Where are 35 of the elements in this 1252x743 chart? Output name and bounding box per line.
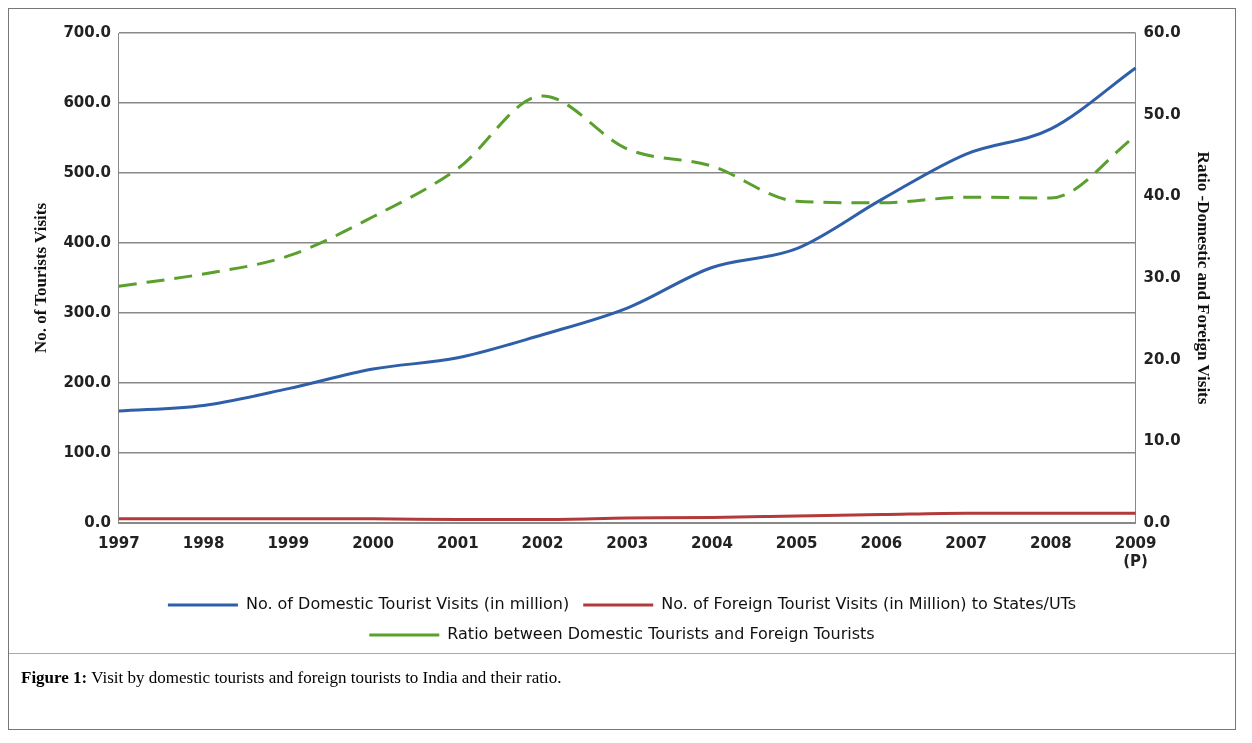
x-tick-label: 2003 [606, 533, 649, 552]
legend-label: Ratio between Domestic Tourists and Foreign Tourists [447, 624, 875, 644]
legend-label: No. of Domestic Tourist Visits (in million) [245, 594, 570, 614]
x-tick-label: 1999 [267, 533, 310, 552]
y2-tick-label: 40.0 [1143, 186, 1181, 205]
y-tick-label: 300.0 [63, 302, 111, 321]
x-tick-label: 2009 (P) [1114, 533, 1157, 570]
y2-tick-label: 10.0 [1143, 431, 1181, 450]
x-tick-label: 2007 [945, 533, 988, 552]
y-axis-title: No. of Tourists Visits [30, 202, 50, 354]
y-tick-label: 0.0 [84, 512, 111, 531]
x-tick-label: 2004 [691, 533, 733, 552]
line-series [117, 66, 1138, 413]
y-tick-label: 200.0 [63, 372, 111, 391]
y2-tick-label: 20.0 [1143, 349, 1181, 368]
y-tick-label: 400.0 [63, 232, 111, 251]
y2-tick-label: 30.0 [1143, 267, 1181, 286]
legend-label: No. of Foreign Tourist Visits (in Million) to States/UTs [661, 594, 1077, 614]
y-tick-label: 100.0 [63, 442, 111, 461]
x-tick-label: 2001 [436, 533, 479, 552]
y2-tick-label: 50.0 [1143, 104, 1181, 123]
y-tick-label: 500.0 [63, 162, 111, 181]
x-tick-label: 2008 [1029, 533, 1072, 552]
y2-tick-label: 60.0 [1143, 22, 1181, 41]
x-tick-label: 2000 [352, 533, 394, 552]
x-tick-label: 2005 [775, 533, 818, 552]
caption: Figure 1: Visit by domestic tourists and foreign tourists to India and their ratio. [21, 668, 562, 687]
y-tick-label: 700.0 [63, 22, 111, 41]
x-tick-label: 2002 [521, 533, 564, 552]
y-tick-label: 600.0 [63, 92, 111, 111]
y2-tick-label: 0.0 [1143, 512, 1171, 531]
y2-axis-title: Ratio -Domestic and Foreign Visits [1194, 151, 1214, 405]
x-tick-label: 1998 [182, 533, 225, 552]
x-tick-label: 2006 [860, 533, 903, 552]
x-tick-label: 1997 [97, 533, 140, 552]
